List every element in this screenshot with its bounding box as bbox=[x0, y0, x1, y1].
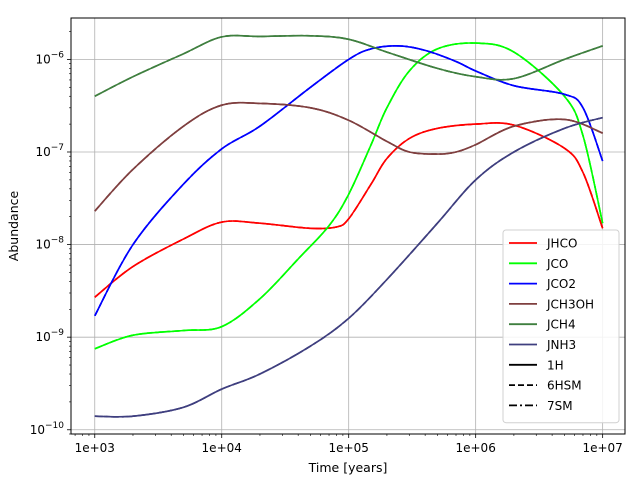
series-line-jch3oh-7sm bbox=[94, 101, 603, 212]
legend-label-jco2: JCO2 bbox=[546, 277, 576, 291]
y-tick-exponent: −6 bbox=[51, 50, 65, 60]
y-tick-label: 10−8 bbox=[35, 236, 64, 252]
plot-frame bbox=[70, 17, 626, 435]
series-line-jnh3-7sm bbox=[94, 116, 603, 418]
series-layer bbox=[94, 34, 604, 418]
legend-label-jch4: JCH4 bbox=[546, 318, 576, 332]
legend-label-jnh3: JNH3 bbox=[546, 338, 576, 352]
legend-label-jco: JCO bbox=[546, 257, 568, 271]
legend-label-6hsm: 6HSM bbox=[547, 379, 582, 393]
y-tick-exponent: −9 bbox=[51, 328, 65, 338]
y-tick-label: 10−10 bbox=[30, 421, 65, 437]
ticks: 1e+03 1e+04 1e+05 1e+06 1e+0710−1010−910−810… bbox=[30, 31, 623, 455]
y-tick-base: 10 bbox=[35, 145, 50, 159]
y-tick-base: 10 bbox=[35, 238, 50, 252]
y-tick-label: 10−7 bbox=[35, 143, 64, 159]
y-tick-base: 10 bbox=[35, 52, 50, 66]
legend-label-7sm: 7SM bbox=[547, 399, 573, 413]
x-tick-label: 1e+04 bbox=[202, 441, 242, 455]
series-line-jco2-7sm bbox=[94, 45, 604, 317]
series-line-jch4-7sm bbox=[94, 34, 603, 97]
y-tick-exponent: −8 bbox=[51, 236, 65, 246]
legend: JHCO JCO JCO2 JCH3OH JCH4 JNH3 1H 6HSM 7SM bbox=[502, 229, 620, 424]
y-tick-base: 10 bbox=[35, 330, 50, 344]
y-tick-exponent: −10 bbox=[45, 421, 64, 431]
y-axis-title: Abundance bbox=[6, 190, 21, 261]
x-tick-label: 1e+05 bbox=[329, 441, 369, 455]
x-tick-label: 1e+06 bbox=[455, 441, 495, 455]
series-line-jch3oh-6hsm bbox=[94, 101, 603, 212]
legend-label-1h: 1H bbox=[547, 358, 564, 372]
y-tick-base: 10 bbox=[30, 423, 45, 437]
x-axis-title: Time [years] bbox=[308, 460, 388, 475]
series-line-jco-7sm bbox=[94, 42, 604, 350]
legend-label-jch3oh: JCH3OH bbox=[546, 297, 594, 311]
x-tick-label: 1e+07 bbox=[582, 441, 622, 455]
y-tick-exponent: −7 bbox=[51, 143, 64, 153]
y-tick-label: 10−6 bbox=[35, 50, 64, 66]
y-tick-label: 10−9 bbox=[35, 328, 64, 344]
series-line-jhco-7sm bbox=[94, 122, 604, 298]
legend-label-jhco: JHCO bbox=[546, 237, 577, 251]
x-tick-label: 1e+03 bbox=[75, 441, 115, 455]
legend-box bbox=[502, 229, 620, 424]
